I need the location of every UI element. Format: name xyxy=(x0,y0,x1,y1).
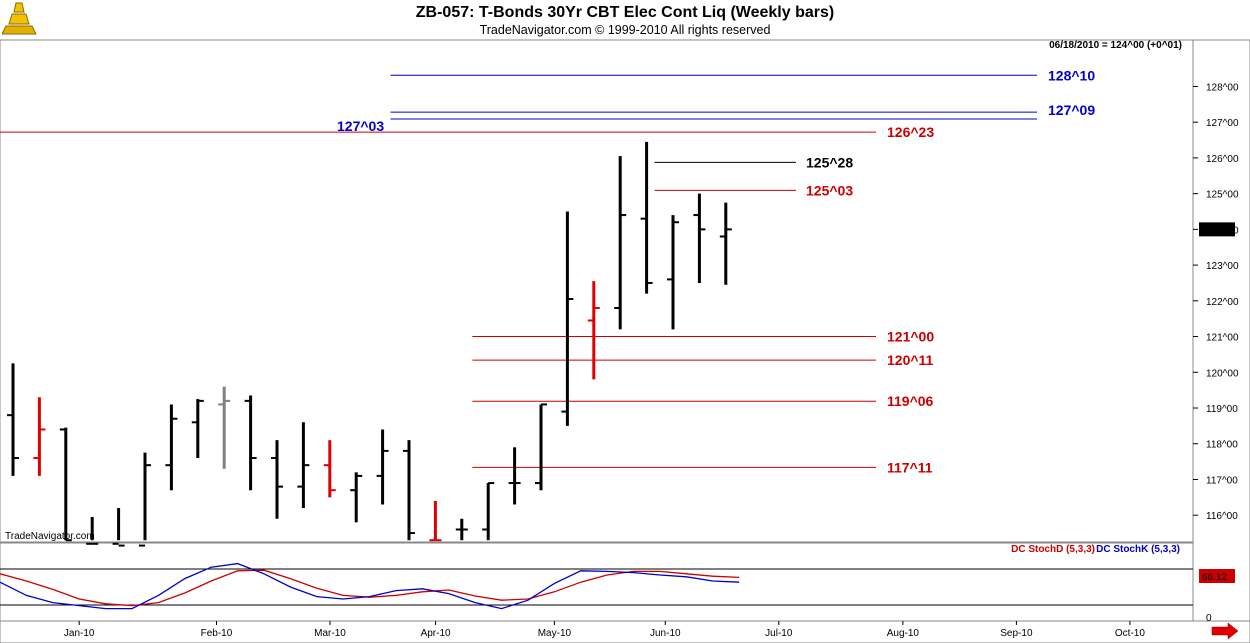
price-axis-area xyxy=(1192,39,1250,622)
price-plot-area xyxy=(0,39,1194,543)
price-axis-label: 128^00 xyxy=(1206,82,1239,93)
price-axis-label: 126^00 xyxy=(1206,154,1239,165)
watermark-text: TradeNavigator.com xyxy=(5,531,95,542)
time-axis-label: Jan-10 xyxy=(64,628,95,639)
time-axis-label: Feb-10 xyxy=(201,628,233,639)
price-axis-label: 119^00 xyxy=(1206,404,1238,415)
stoch-legend-k: DC StochK (5,3,3) xyxy=(1096,544,1180,555)
level-label: 128^10 xyxy=(1048,67,1095,83)
time-axis-area xyxy=(0,620,1250,643)
price-axis-label: 122^00 xyxy=(1206,297,1239,308)
tradenavigator-logo xyxy=(1,2,38,36)
time-axis-label: Jul-10 xyxy=(765,628,793,639)
chart-header: ZB-057: T-Bonds 30Yr CBT Elec Cont Liq (… xyxy=(0,0,1250,40)
level-label: 117^11 xyxy=(887,459,933,475)
level-label: 127^09 xyxy=(1048,102,1095,118)
price-axis-label: 120^00 xyxy=(1206,368,1239,379)
chart-title: ZB-057: T-Bonds 30Yr CBT Elec Cont Liq (… xyxy=(415,4,835,21)
current-price-marker xyxy=(1199,222,1235,237)
stoch-series-line xyxy=(0,562,740,610)
level-label: 121^00 xyxy=(887,329,934,345)
time-axis-label: May-10 xyxy=(538,628,572,639)
price-axis-label: 125^00 xyxy=(1206,190,1239,201)
level-label: 119^06 xyxy=(887,393,934,409)
price-axis-label: 127^00 xyxy=(1206,118,1239,129)
price-axis-label: 121^00 xyxy=(1206,333,1239,344)
time-axis-label: Aug-10 xyxy=(887,628,920,639)
price-axis-label: 118^00 xyxy=(1206,440,1238,451)
level-label: 125^28 xyxy=(806,154,853,170)
level-label: 127^03 xyxy=(337,118,384,134)
level-label: 125^03 xyxy=(806,182,853,198)
price-axis-label: 123^00 xyxy=(1206,261,1239,272)
stoch-legend-d: DC StochD (5,3,3) xyxy=(1011,544,1095,555)
stoch-value-label: 66.12 xyxy=(1202,572,1227,583)
scroll-right-arrow-icon[interactable] xyxy=(1211,622,1239,640)
copyright-notice: TradeNavigator.com © 1999-2010 All right… xyxy=(479,23,771,37)
current-price-label: 124^00 xyxy=(1202,225,1235,236)
time-axis-label: Mar-10 xyxy=(314,628,346,639)
time-axis-label: Oct-10 xyxy=(1115,628,1145,639)
stoch-axis-label: 0 xyxy=(1206,613,1212,624)
price-axis-label: 117^00 xyxy=(1206,475,1238,486)
time-axis-label: Sep-10 xyxy=(1000,628,1033,639)
stoch-value-marker xyxy=(1199,569,1235,583)
price-axis-label: 116^00 xyxy=(1206,511,1238,522)
last-price-info: 06/18/2010 = 124^00 (+0^01) xyxy=(1049,40,1182,51)
time-axis-label: Apr-10 xyxy=(421,628,451,639)
time-axis-label: Jun-10 xyxy=(650,628,681,639)
level-label: 120^11 xyxy=(887,352,934,368)
level-label: 126^23 xyxy=(887,124,934,140)
